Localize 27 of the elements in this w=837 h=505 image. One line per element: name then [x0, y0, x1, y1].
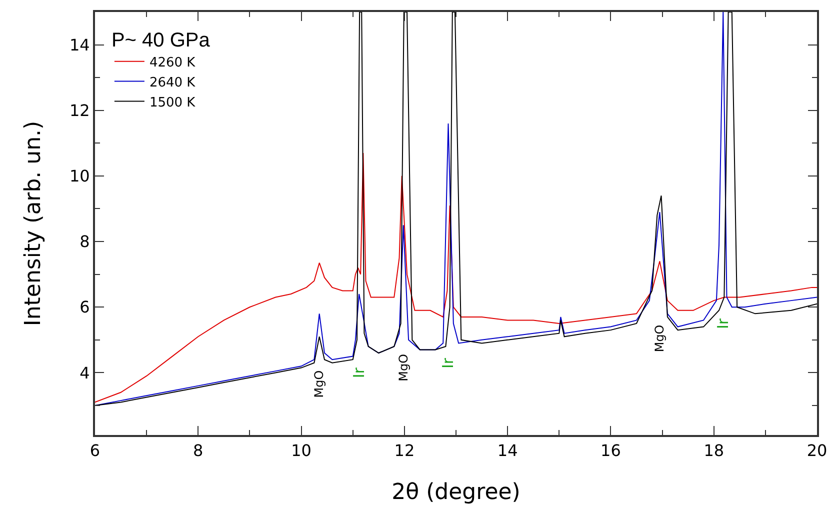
x-tick-label: 8	[193, 441, 204, 460]
x-tick-label: 16	[600, 441, 621, 460]
x-tick-label: 20	[806, 441, 828, 460]
y-tick-label: 4	[80, 363, 90, 382]
annotation: MgO	[396, 354, 410, 382]
annotation: MgO	[312, 370, 326, 398]
annotation: Ir	[714, 318, 732, 330]
line-series	[95, 12, 817, 406]
y-tick-label: 14	[69, 35, 90, 54]
y-tick-label: 12	[69, 100, 90, 120]
x-tick-label: 12	[394, 441, 415, 460]
y-tick-label: 10	[69, 166, 90, 186]
line-series	[95, 152, 817, 403]
y-tick-label: 8	[80, 232, 90, 252]
annotation: Ir	[350, 366, 368, 378]
x-tick-label: 10	[291, 441, 312, 460]
annotation: MgO	[652, 324, 666, 352]
legend-label: 1500 K	[149, 95, 196, 110]
legend-label: 2640 K	[149, 75, 196, 90]
annotation: Ir	[439, 357, 458, 368]
y-tick-label: 6	[80, 298, 90, 317]
x-axis-title: 2θ (degree)	[392, 480, 520, 505]
legend-title: P~ 40 GPa	[111, 29, 211, 52]
x-tick-label: 14	[497, 441, 518, 460]
x-tick-label: 18	[704, 441, 724, 460]
legend-label: 4260 K	[149, 55, 196, 70]
y-axis-title: Intensity (arb. un.)	[21, 120, 46, 326]
